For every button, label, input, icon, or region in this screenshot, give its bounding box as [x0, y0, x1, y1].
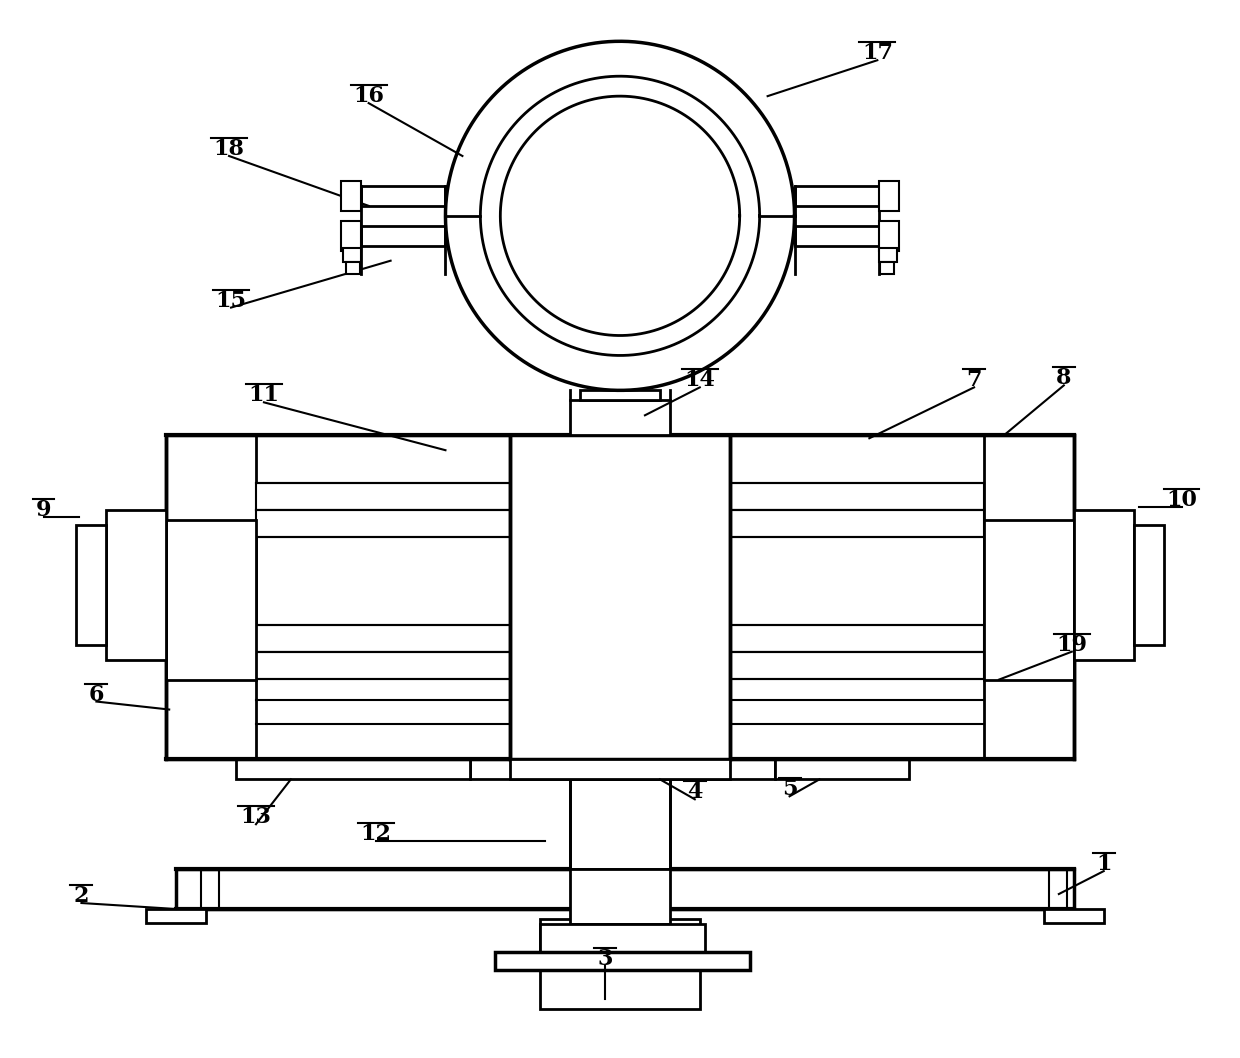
Bar: [346, 261, 360, 274]
Bar: [1133, 525, 1163, 644]
Text: 10: 10: [1166, 489, 1197, 511]
Text: 7: 7: [966, 369, 982, 391]
Text: 17: 17: [862, 42, 893, 65]
Bar: [580, 390, 660, 400]
Text: 2: 2: [73, 886, 89, 907]
Bar: [1074, 510, 1133, 659]
Bar: [166, 435, 1074, 760]
Bar: [176, 869, 1074, 909]
Bar: [511, 435, 729, 760]
Text: 1: 1: [1096, 853, 1111, 875]
Text: 15: 15: [216, 290, 247, 312]
Bar: [255, 652, 511, 678]
Bar: [541, 924, 704, 952]
Bar: [1044, 909, 1104, 923]
Text: 11: 11: [248, 384, 279, 406]
Text: 3: 3: [598, 948, 613, 970]
Text: 14: 14: [684, 369, 715, 391]
Bar: [729, 510, 985, 537]
Bar: [236, 760, 470, 780]
Text: 18: 18: [213, 138, 244, 160]
Text: 12: 12: [360, 823, 391, 845]
Bar: [795, 186, 879, 206]
Bar: [880, 261, 894, 274]
Bar: [146, 909, 206, 923]
Bar: [255, 624, 511, 652]
Bar: [879, 248, 898, 261]
Bar: [495, 952, 750, 970]
Bar: [570, 400, 670, 435]
Text: 6: 6: [88, 683, 104, 706]
Bar: [77, 525, 107, 644]
Text: 4: 4: [687, 781, 703, 803]
Bar: [361, 225, 445, 245]
Text: 5: 5: [781, 779, 797, 800]
Bar: [879, 181, 899, 211]
Text: 9: 9: [36, 499, 51, 521]
Bar: [570, 869, 670, 924]
Text: 13: 13: [241, 806, 272, 828]
Bar: [795, 225, 879, 245]
Bar: [729, 484, 985, 510]
Bar: [729, 624, 985, 652]
Bar: [166, 521, 255, 679]
Bar: [729, 652, 985, 678]
Bar: [255, 510, 511, 537]
Bar: [511, 760, 729, 780]
Bar: [570, 780, 670, 869]
Bar: [879, 221, 899, 251]
Text: 8: 8: [1056, 367, 1071, 389]
Text: 16: 16: [353, 85, 384, 107]
Bar: [341, 221, 361, 251]
Bar: [255, 484, 511, 510]
Bar: [361, 186, 445, 206]
Bar: [985, 521, 1074, 679]
Text: 19: 19: [1056, 634, 1087, 656]
Bar: [107, 510, 166, 659]
Bar: [342, 248, 361, 261]
Bar: [775, 760, 909, 780]
Bar: [341, 181, 361, 211]
Bar: [541, 919, 699, 1008]
Bar: [470, 760, 775, 780]
